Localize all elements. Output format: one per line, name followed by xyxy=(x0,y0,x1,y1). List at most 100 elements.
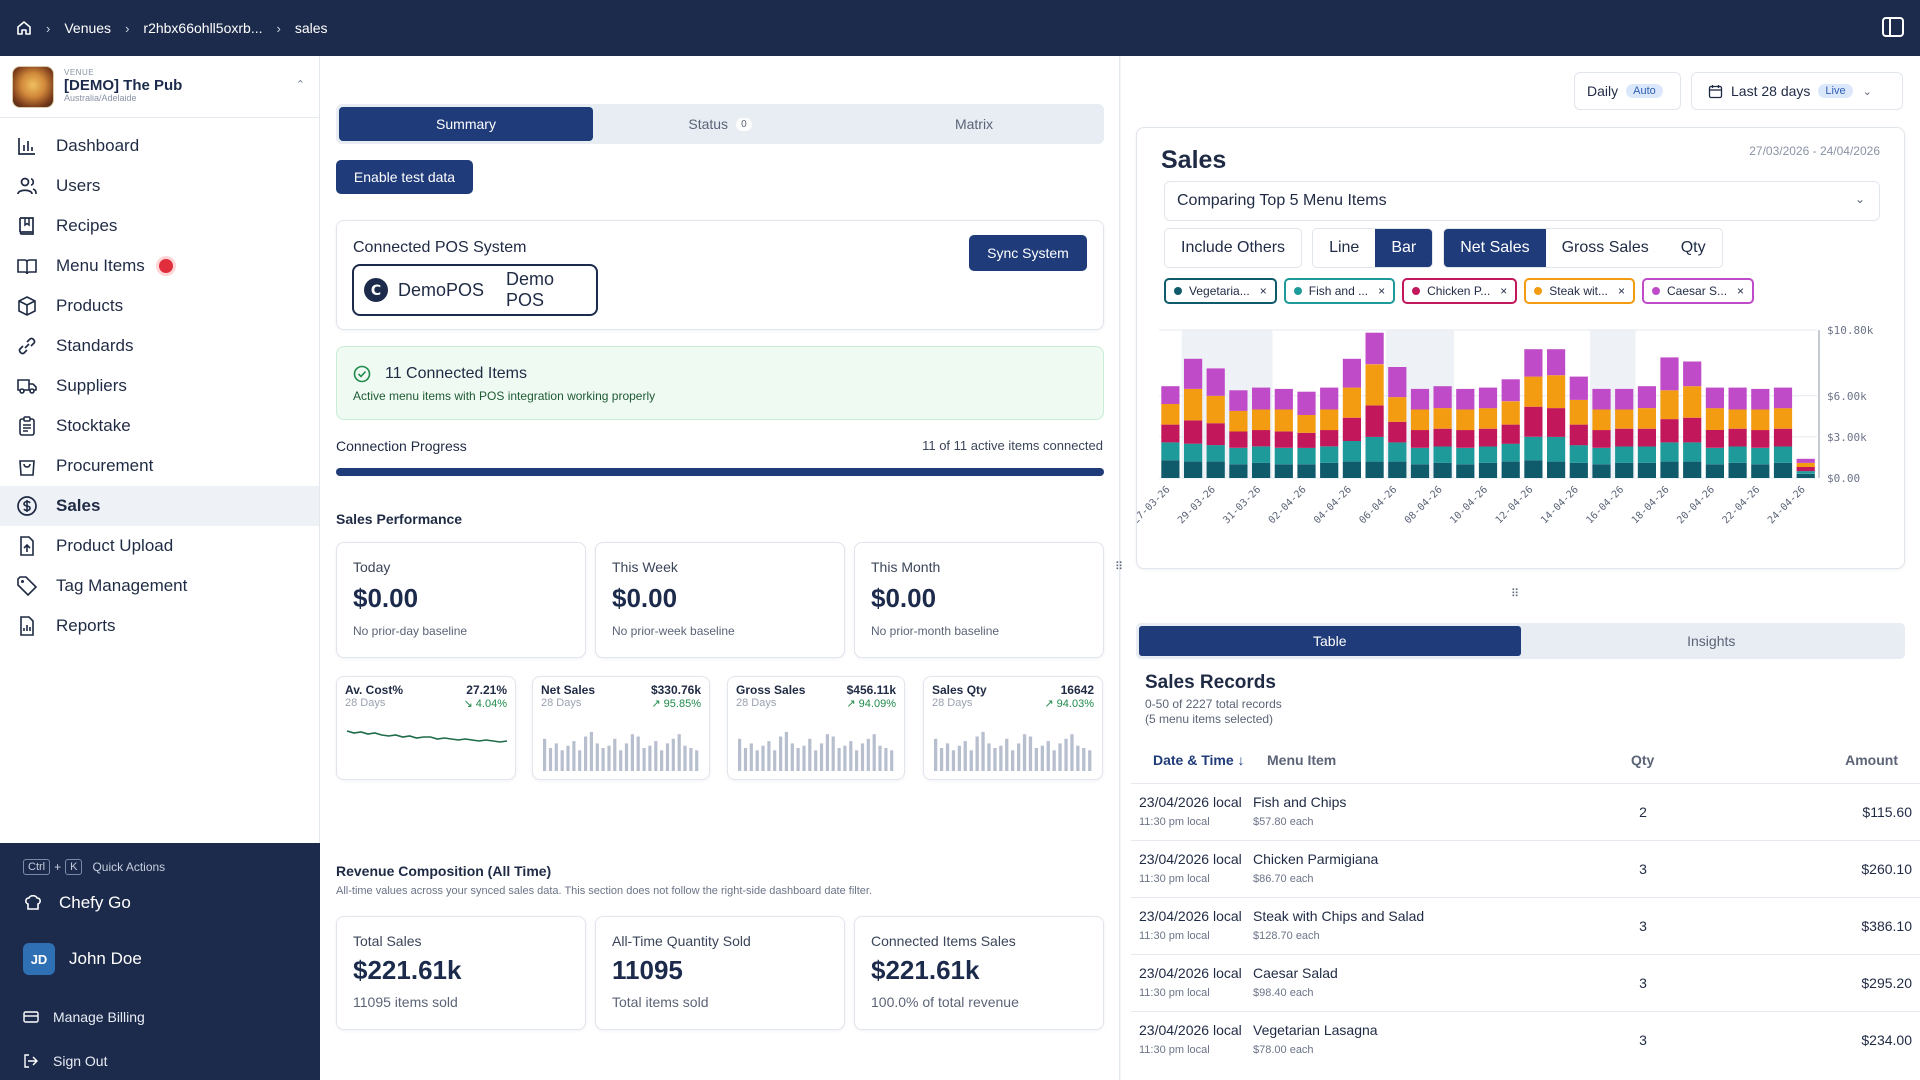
line-type-button[interactable]: Line xyxy=(1329,239,1360,256)
bar-segment[interactable] xyxy=(1433,462,1452,478)
bar-segment[interactable] xyxy=(1297,415,1316,433)
bar-segment[interactable] xyxy=(1683,461,1702,478)
bar-segment[interactable] xyxy=(1683,361,1702,387)
bar-segment[interactable] xyxy=(1297,391,1316,415)
bar-segment[interactable] xyxy=(1206,368,1225,396)
series-chip[interactable]: Vegetaria... × xyxy=(1164,278,1277,304)
bar-segment[interactable] xyxy=(1569,399,1588,425)
bar-type-button[interactable]: Bar xyxy=(1375,229,1433,267)
sync-system-button[interactable]: Sync System xyxy=(969,235,1087,271)
sidebar-item-product-upload[interactable]: Product Upload xyxy=(0,526,319,566)
bar-segment[interactable] xyxy=(1524,436,1543,461)
bar-segment[interactable] xyxy=(1796,467,1815,472)
bar-segment[interactable] xyxy=(1773,428,1793,447)
bar-segment[interactable] xyxy=(1161,460,1180,478)
bar-segment[interactable] xyxy=(1206,423,1225,446)
bar-segment[interactable] xyxy=(1229,464,1248,478)
sign-out-link[interactable]: Sign Out xyxy=(23,1053,107,1069)
bar-segment[interactable] xyxy=(1592,430,1611,448)
bar-segment[interactable] xyxy=(1456,464,1475,478)
bar-segment[interactable] xyxy=(1274,447,1293,465)
bar-segment[interactable] xyxy=(1637,408,1656,429)
bar-segment[interactable] xyxy=(1206,445,1225,462)
bar-segment[interactable] xyxy=(1501,461,1520,478)
tab-matrix[interactable]: Matrix xyxy=(954,116,994,132)
quick-actions-shortcut[interactable]: Ctrl + K Quick Actions xyxy=(23,859,165,875)
bar-segment[interactable] xyxy=(1342,461,1361,478)
bar-segment[interactable] xyxy=(1705,464,1724,478)
bar-segment[interactable] xyxy=(1751,430,1770,448)
col-menu-item[interactable]: Menu Item xyxy=(1267,752,1337,768)
bar-segment[interactable] xyxy=(1161,386,1180,404)
home-icon[interactable] xyxy=(16,20,32,36)
sidebar-item-menu-items[interactable]: Menu Items xyxy=(0,246,319,286)
bar-segment[interactable] xyxy=(1388,397,1407,422)
table-row[interactable]: 23/04/2026 local 11:30 pm local Steak with… xyxy=(1131,897,1920,954)
kpi-mini-card[interactable]: Sales Qty 28 Days 16642 ↗ 94.03% xyxy=(923,676,1103,780)
sidebar-item-tag-management[interactable]: Tag Management xyxy=(0,566,319,606)
granularity-select[interactable]: Daily Auto xyxy=(1574,72,1681,110)
bar-segment[interactable] xyxy=(1433,408,1452,429)
bar-segment[interactable] xyxy=(1615,388,1634,410)
bar-segment[interactable] xyxy=(1773,446,1793,463)
tab-insights[interactable]: Insights xyxy=(1687,633,1736,649)
bar-segment[interactable] xyxy=(1683,386,1702,418)
bar-segment[interactable] xyxy=(1478,387,1498,409)
bar-segment[interactable] xyxy=(1206,461,1225,478)
gross-sales-button[interactable]: Gross Sales xyxy=(1561,239,1649,256)
bar-segment[interactable] xyxy=(1660,357,1679,391)
bar-segment[interactable] xyxy=(1456,388,1475,410)
bar-segment[interactable] xyxy=(1320,430,1339,447)
sidebar-item-stocktake[interactable]: Stocktake xyxy=(0,406,319,446)
bar-segment[interactable] xyxy=(1184,358,1203,389)
bar-segment[interactable] xyxy=(1184,461,1203,478)
bar-segment[interactable] xyxy=(1252,462,1271,478)
bar-segment[interactable] xyxy=(1615,462,1634,478)
bar-segment[interactable] xyxy=(1410,409,1430,431)
bar-segment[interactable] xyxy=(1592,447,1611,465)
bar-segment[interactable] xyxy=(1274,388,1293,410)
bar-segment[interactable] xyxy=(1252,387,1271,410)
bar-segment[interactable] xyxy=(1683,417,1702,443)
bar-segment[interactable] xyxy=(1297,447,1316,465)
bar-segment[interactable] xyxy=(1478,446,1498,463)
bar-segment[interactable] xyxy=(1660,461,1679,478)
bar-segment[interactable] xyxy=(1229,390,1248,411)
bar-segment[interactable] xyxy=(1274,464,1293,478)
bar-segment[interactable] xyxy=(1456,447,1475,465)
date-range-select[interactable]: Last 28 days Live ⌄ xyxy=(1691,72,1903,110)
bar-segment[interactable] xyxy=(1252,409,1271,431)
bar-segment[interactable] xyxy=(1705,430,1724,448)
bar-segment[interactable] xyxy=(1229,431,1248,448)
bar-segment[interactable] xyxy=(1478,428,1498,447)
bar-segment[interactable] xyxy=(1615,428,1634,447)
venue-switcher[interactable]: VENUE [DEMO] The Pub Australia/Adelaide … xyxy=(0,56,319,118)
bar-segment[interactable] xyxy=(1501,424,1520,444)
table-row[interactable]: 23/04/2026 local 11:30 pm local Chicken Pa… xyxy=(1131,840,1920,897)
bar-segment[interactable] xyxy=(1637,428,1656,447)
bar-segment[interactable] xyxy=(1728,387,1747,410)
compare-select[interactable]: Comparing Top 5 Menu Items ⌄ xyxy=(1164,181,1880,221)
bar-segment[interactable] xyxy=(1660,442,1679,462)
bar-segment[interactable] xyxy=(1637,446,1656,463)
close-icon[interactable]: × xyxy=(1500,284,1508,298)
user-menu[interactable]: JD John Doe xyxy=(23,943,142,975)
bar-segment[interactable] xyxy=(1660,419,1679,443)
bar-segment[interactable] xyxy=(1410,430,1430,448)
bar-segment[interactable] xyxy=(1320,387,1339,410)
bar-segment[interactable] xyxy=(1433,428,1452,447)
sidebar-item-recipes[interactable]: Recipes xyxy=(0,206,319,246)
bar-segment[interactable] xyxy=(1615,409,1634,429)
bar-segment[interactable] xyxy=(1751,409,1770,431)
bar-segment[interactable] xyxy=(1501,379,1520,402)
sidebar-item-standards[interactable]: Standards xyxy=(0,326,319,366)
bar-segment[interactable] xyxy=(1683,442,1702,462)
bar-segment[interactable] xyxy=(1456,409,1475,431)
bar-segment[interactable] xyxy=(1184,443,1203,462)
sidebar-item-sales[interactable]: Sales xyxy=(0,486,319,526)
bar-segment[interactable] xyxy=(1728,446,1747,463)
kpi-mini-card[interactable]: Net Sales 28 Days $330.76k ↗ 95.85% xyxy=(532,676,710,780)
bar-segment[interactable] xyxy=(1615,446,1634,463)
close-icon[interactable]: × xyxy=(1737,284,1745,298)
col-qty[interactable]: Qty xyxy=(1631,752,1655,768)
